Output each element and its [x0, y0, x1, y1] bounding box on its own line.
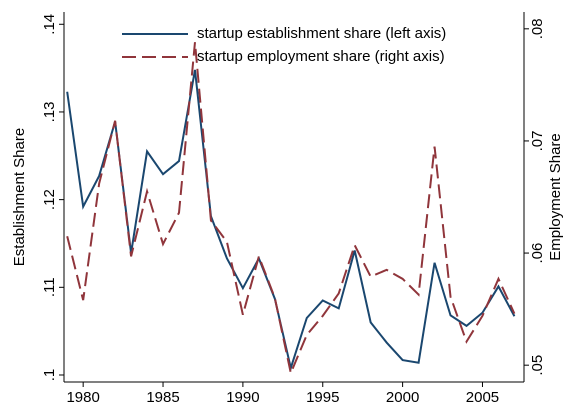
- x-tick-label: 1990: [226, 389, 259, 406]
- series-line: [66, 69, 516, 372]
- y-tick-label: .1: [41, 369, 58, 382]
- y-tick-label: .14: [41, 14, 58, 35]
- legend-label: startup establishment share (left axis): [197, 25, 446, 42]
- y-tick-label: .13: [41, 102, 58, 123]
- y2-tick-label: .05: [529, 355, 546, 376]
- y-axis-title: Establishment Share: [11, 128, 28, 266]
- series-line: [66, 42, 516, 377]
- y2-tick-label: .08: [529, 18, 546, 39]
- y-tick-label: .12: [41, 189, 58, 210]
- x-tick-label: 2000: [386, 389, 419, 406]
- x-tick-label: 1985: [146, 389, 179, 406]
- x-tick-label: 2005: [466, 389, 499, 406]
- x-tick-label: 1995: [306, 389, 339, 406]
- y2-axis-title: Employment Share: [547, 133, 564, 261]
- legend-label: startup employment share (right axis): [197, 48, 445, 65]
- y-tick-label: .11: [41, 277, 58, 297]
- y2-tick-label: .06: [529, 243, 546, 264]
- x-tick-label: 1980: [66, 389, 99, 406]
- y2-tick-label: .07: [529, 131, 546, 152]
